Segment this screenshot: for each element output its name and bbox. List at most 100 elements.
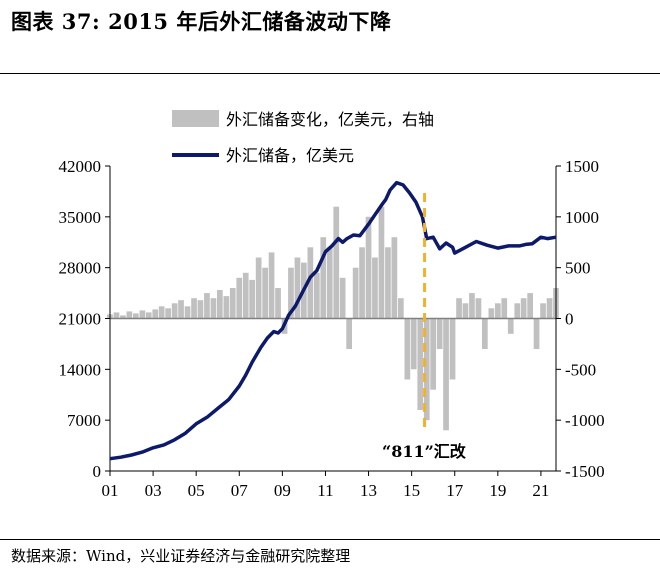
change-bar xyxy=(501,298,508,319)
chart-title: 图表 37: 2015 年后外汇储备波动下降 xyxy=(11,9,392,34)
change-bar xyxy=(443,318,449,431)
change-bar xyxy=(210,298,217,319)
change-bar xyxy=(333,206,340,319)
change-bar xyxy=(423,318,430,421)
change-bar xyxy=(255,257,262,319)
change-bar xyxy=(184,306,191,319)
change-bar xyxy=(223,296,230,319)
change-bar xyxy=(191,298,197,319)
right-tick-label: -1500 xyxy=(565,462,605,481)
left-tick-label: 28000 xyxy=(59,259,102,278)
change-bar xyxy=(217,290,223,319)
change-bar xyxy=(469,293,475,319)
top-rule xyxy=(0,73,660,74)
change-bar xyxy=(204,293,210,319)
change-bar xyxy=(546,298,553,319)
change-bar xyxy=(346,318,352,349)
x-tick-label: 13 xyxy=(360,481,377,500)
x-tick-label: 07 xyxy=(231,481,249,500)
change-bar xyxy=(475,298,482,319)
left-tick-label: 14000 xyxy=(59,360,102,379)
change-bar xyxy=(339,277,346,319)
change-bar xyxy=(152,309,159,319)
x-tick-label: 15 xyxy=(403,481,420,500)
x-tick-label: 11 xyxy=(317,481,333,500)
change-bar xyxy=(158,306,165,319)
left-axis: 0 7000 14000 21000 28000 35000 42000 xyxy=(59,157,111,481)
left-tick-label: 21000 xyxy=(59,310,102,329)
change-bar xyxy=(262,267,268,319)
change-bar xyxy=(275,288,281,319)
change-bar xyxy=(197,300,204,319)
change-bar xyxy=(417,318,424,410)
x-tick-label: 21 xyxy=(532,481,549,500)
change-bar xyxy=(430,318,436,390)
change-bar xyxy=(540,303,546,319)
x-tick-label: 09 xyxy=(274,481,291,500)
x-axis: 01 03 05 07 09 11 13 15 17 19 21 xyxy=(102,470,556,500)
change-bar xyxy=(242,272,249,319)
right-tick-label: -500 xyxy=(565,360,596,379)
x-tick-label: 19 xyxy=(489,481,506,500)
right-axis: -1500 -1000 -500 0 500 1000 1500 xyxy=(555,157,605,481)
change-bar xyxy=(113,312,120,319)
change-bar xyxy=(294,257,301,319)
change-bar xyxy=(514,303,521,319)
change-bar xyxy=(145,312,152,319)
change-bar xyxy=(449,318,456,380)
change-bar xyxy=(527,293,533,319)
change-bar xyxy=(236,277,243,319)
right-tick-label: -1000 xyxy=(565,411,605,430)
left-tick-label: 7000 xyxy=(67,411,101,430)
change-bar xyxy=(171,303,178,319)
change-bar xyxy=(359,247,365,319)
change-bar xyxy=(385,247,391,319)
change-bar xyxy=(326,247,333,319)
change-bar xyxy=(462,303,469,319)
reserves-line xyxy=(109,180,557,461)
x-tick-label: 03 xyxy=(145,481,162,500)
change-bar xyxy=(178,300,184,319)
change-bar xyxy=(365,216,372,319)
left-tick-label: 0 xyxy=(93,462,102,481)
change-bar xyxy=(410,318,417,370)
change-bar xyxy=(120,315,126,319)
change-bar xyxy=(268,252,275,319)
change-bar xyxy=(533,318,540,349)
x-tick-label: 05 xyxy=(188,481,205,500)
legend-bar-swatch xyxy=(172,110,219,127)
x-tick-label: 01 xyxy=(102,481,119,500)
change-bar xyxy=(288,267,294,319)
change-bar xyxy=(133,313,139,319)
right-tick-label: 1500 xyxy=(565,157,599,176)
change-bar xyxy=(314,272,320,319)
change-bar xyxy=(436,318,443,349)
legend: 外汇储备变化，亿美元，右轴 外汇储备，亿美元 xyxy=(172,110,434,165)
source-note: 数据来源：Wind，兴业证券经济与金融研究院整理 xyxy=(11,547,351,565)
left-tick-label: 35000 xyxy=(59,208,102,227)
right-tick-label: 500 xyxy=(565,259,591,278)
change-bar xyxy=(320,237,327,319)
change-bar xyxy=(378,206,385,319)
x-tick-label: 17 xyxy=(446,481,464,500)
change-bar xyxy=(372,257,378,319)
bottom-rule xyxy=(0,539,660,540)
change-bar xyxy=(488,308,495,319)
change-bar xyxy=(456,298,462,319)
reform-811-label: “811”汇改 xyxy=(382,442,467,461)
change-bar xyxy=(229,288,236,319)
change-bar xyxy=(398,298,404,319)
right-tick-label: 1000 xyxy=(565,208,599,227)
change-bar xyxy=(249,279,255,319)
legend-bar-label: 外汇储备变化，亿美元，右轴 xyxy=(226,110,434,129)
change-bar xyxy=(139,310,146,319)
change-bar xyxy=(520,298,527,319)
change-bar xyxy=(126,311,133,319)
change-bar xyxy=(495,303,501,319)
change-bar xyxy=(307,247,314,319)
change-bar xyxy=(391,237,398,319)
legend-line-label: 外汇储备，亿美元 xyxy=(226,146,354,165)
change-bar xyxy=(352,267,359,319)
change-bar xyxy=(404,318,411,380)
